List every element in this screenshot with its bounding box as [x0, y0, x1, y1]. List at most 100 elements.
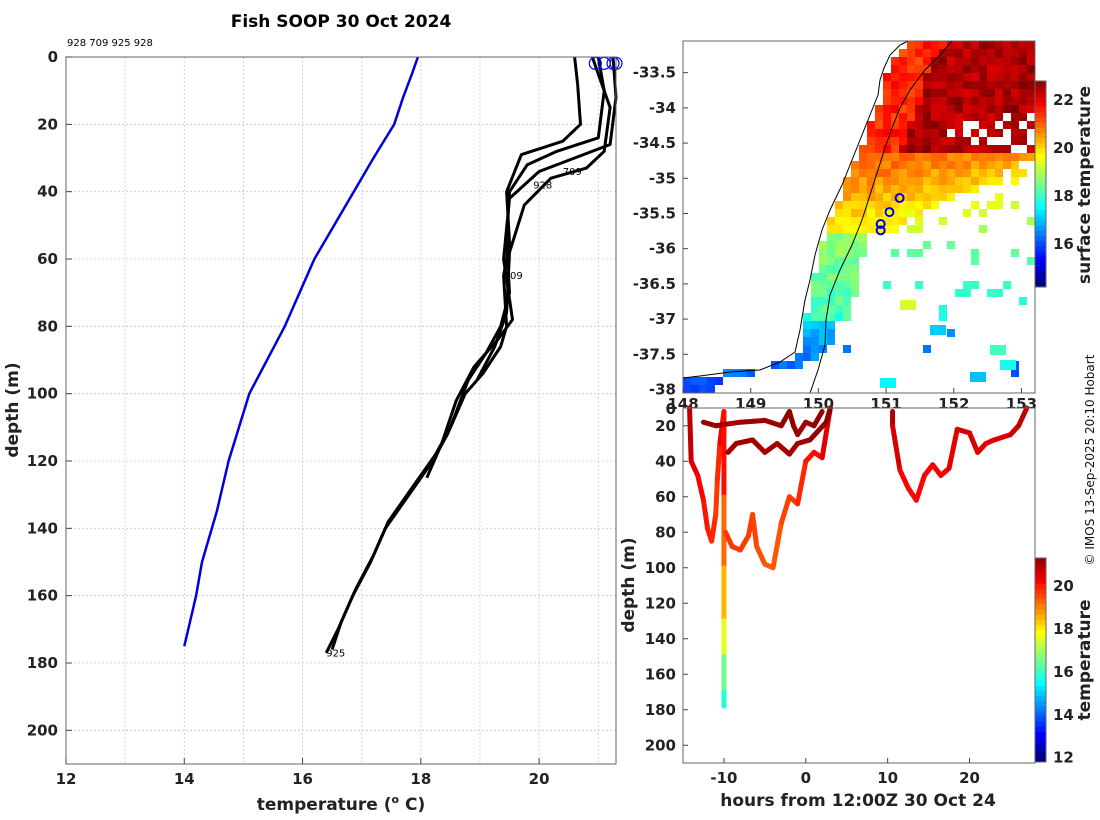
sst-pixel	[995, 153, 1003, 161]
sst-pixel	[859, 241, 867, 249]
sst-pixel	[899, 81, 907, 89]
sst-pixel	[899, 73, 907, 81]
sst-pixel	[987, 201, 995, 209]
sst-pixel	[891, 105, 899, 113]
sst-pixel	[907, 169, 915, 177]
sst-pixel	[899, 177, 907, 185]
sst-pixel	[859, 145, 867, 153]
y-tick-label: 60	[37, 250, 58, 268]
sst-pixel	[851, 257, 859, 265]
temp-colorbar-segment	[1035, 741, 1046, 748]
temperature-colorbar: 12 14 16 18 20	[1034, 557, 1074, 767]
sst-pixel	[971, 113, 979, 121]
sst-pixel	[883, 281, 891, 289]
sst-pixel	[979, 97, 987, 105]
sst-pixel	[891, 121, 899, 129]
x-tick-label: 12	[56, 770, 77, 788]
section-trace	[713, 419, 743, 429]
sst-pixel	[875, 145, 883, 153]
sst-pixel	[971, 281, 979, 289]
sst-pixel	[835, 241, 843, 249]
map-y-tick-label: -33.5	[633, 64, 676, 82]
sst-pixel	[947, 121, 955, 129]
sst-pixel	[899, 105, 907, 113]
sst-pixel	[955, 81, 963, 89]
section-ticks: 20 40 60 80 100 120 140 160 180 200 0 -10 0 10 20	[645, 400, 980, 787]
sst-pixel	[1019, 297, 1027, 305]
sst-pixel	[947, 57, 955, 65]
sst-pixel	[819, 257, 827, 265]
sst-pixel	[891, 161, 899, 169]
sst-pixel	[931, 153, 939, 161]
sst-pixel	[947, 185, 955, 193]
sst-pixel	[947, 177, 955, 185]
y-tick-label: 120	[27, 452, 58, 470]
sst-pixel	[883, 169, 891, 177]
sst-colorbar-segment	[1035, 220, 1046, 226]
sst-pixel	[971, 185, 979, 193]
sst-pixel	[931, 81, 939, 89]
sst-pixel	[907, 49, 915, 57]
sst-pixel	[931, 49, 939, 57]
sst-pixel	[899, 89, 907, 97]
temp-colorbar-segment	[1035, 568, 1046, 574]
sst-pixel	[1003, 145, 1011, 153]
temp-colorbar-segment	[1035, 644, 1046, 651]
sst-pixel	[827, 249, 835, 257]
sst-pixel	[843, 281, 851, 289]
sst-pixel	[843, 201, 851, 209]
sst-pixel	[923, 65, 931, 73]
profile-line-climatology	[183, 56, 420, 647]
sst-pixel	[835, 225, 843, 233]
sst-pixel	[803, 345, 811, 353]
sst-pixel	[979, 161, 987, 169]
temp-colorbar-segment	[1035, 634, 1046, 641]
sst-pixel	[915, 193, 923, 201]
sst-pixel	[923, 185, 931, 193]
shelf-isobath	[809, 40, 953, 394]
sst-pixel	[915, 161, 923, 169]
sst-pixel	[891, 81, 899, 89]
sst-pixel	[1003, 73, 1011, 81]
sst-pixel	[955, 57, 963, 65]
section-trace	[913, 472, 927, 503]
temp-colorbar-segment	[1035, 558, 1046, 564]
temp-colorbar-segment	[1035, 721, 1046, 727]
sst-pixel	[1019, 105, 1027, 113]
sst-pixel	[883, 89, 891, 97]
sst-pixel	[995, 193, 1003, 201]
sst-pixel	[995, 57, 1003, 65]
sst-pixel	[963, 57, 971, 65]
sst-pixel	[1011, 169, 1019, 177]
section-x-tick-label: 0	[801, 769, 811, 787]
sst-pixel	[939, 121, 947, 129]
temp-colorbar-segment	[1035, 609, 1046, 615]
sst-pixel	[1019, 113, 1027, 121]
sst-pixel	[803, 321, 811, 329]
temp-colorbar-segment	[1035, 614, 1046, 620]
section-y-label: depth (m)	[619, 537, 639, 632]
map-y-tick-label: -35	[649, 169, 676, 187]
map-y-tick-label: -34.5	[633, 134, 676, 152]
y-tick-label: 20	[37, 115, 58, 133]
x-label-unit: C)	[399, 795, 425, 815]
sst-pixel	[835, 209, 843, 217]
sst-pixel	[867, 145, 875, 153]
sst-pixel	[987, 97, 995, 105]
sst-pixel	[915, 73, 923, 81]
sst-colorbar-segment	[1035, 199, 1046, 206]
sst-pixel	[923, 97, 931, 105]
sst-colorbar-segment	[1035, 111, 1046, 118]
sst-pixel	[939, 169, 947, 177]
sst-pixel	[923, 121, 931, 129]
sst-pixel	[955, 177, 963, 185]
temp-colorbar-segment	[1035, 598, 1046, 605]
sst-pixel	[955, 153, 963, 161]
sst-pixel	[947, 241, 955, 249]
sst-colorbar-segment	[1035, 127, 1046, 133]
sst-pixel	[971, 81, 979, 89]
sst-pixel	[1027, 153, 1035, 161]
profile-y-label: depth (m)	[3, 362, 23, 457]
sst-pixel	[995, 49, 1003, 57]
